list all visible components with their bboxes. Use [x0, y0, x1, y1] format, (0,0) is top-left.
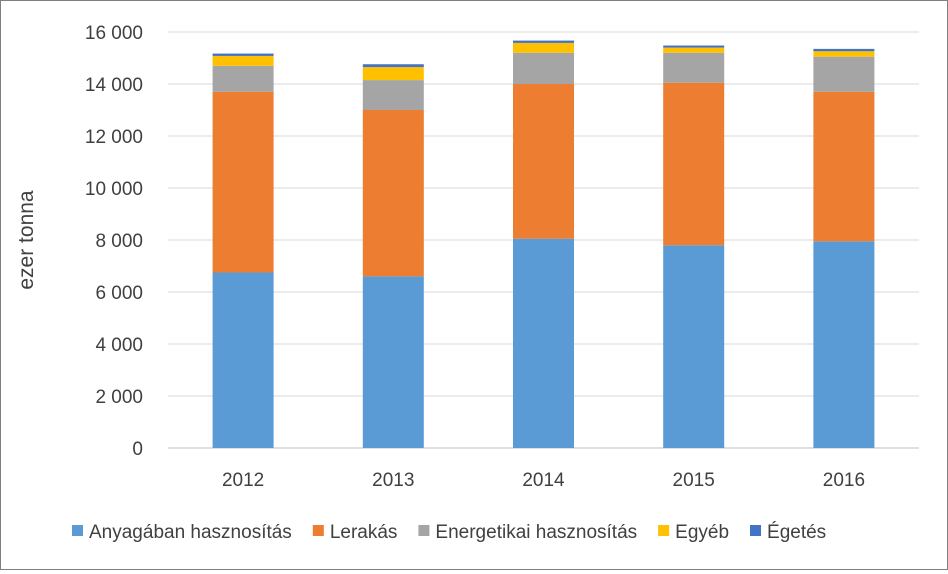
- legend-label: Égetés: [767, 522, 826, 543]
- legend-label: Energetikai hasznosítás: [435, 522, 637, 543]
- bar-segment-2016-series-0: [813, 241, 875, 448]
- legend-swatch: [658, 525, 670, 536]
- y-tick-label: 12 000: [85, 127, 143, 148]
- legend: Anyagában hasznosítás Lerakás Energetikai …: [72, 522, 826, 543]
- bar-segment-2012-series-3: [212, 55, 274, 66]
- legend-swatch: [418, 525, 430, 536]
- bar-segment-2014-series-3: [513, 42, 574, 53]
- x-tick-label: 2015: [673, 470, 715, 491]
- bar-segment-2016-series-3: [813, 51, 875, 57]
- bar-segment-2016-series-4: [813, 48, 875, 52]
- y-axis-label: ezer tonna: [15, 190, 38, 290]
- bar-segment-2016-series-1: [813, 91, 875, 242]
- bar-segment-2015-series-2: [663, 52, 725, 83]
- bar-segment-2014-series-4: [513, 40, 574, 43]
- y-tick-label: 14 000: [85, 75, 143, 96]
- bar-segment-2013-series-2: [362, 80, 424, 110]
- bar-segment-2014-series-0: [513, 238, 574, 448]
- y-tick-label: 2 000: [95, 387, 143, 408]
- x-tick-label: 2016: [823, 470, 865, 491]
- bar-segment-2015-series-0: [663, 245, 725, 448]
- bar-segment-2012-series-4: [212, 53, 274, 56]
- y-tick-label: 10 000: [85, 179, 143, 200]
- bar-segment-2012-series-2: [212, 65, 274, 92]
- y-tick-label: 4 000: [95, 335, 143, 356]
- x-axis-ticks: 2012 2013 2014 2015 2016: [222, 470, 865, 491]
- bar-segment-2015-series-4: [663, 45, 725, 48]
- legend-label: Egyéb: [675, 522, 729, 543]
- bar-segment-2012-series-1: [212, 91, 274, 273]
- bar-segment-2015-series-3: [663, 47, 725, 53]
- bar-segment-2012-series-0: [212, 272, 274, 448]
- bar-segment-2016-series-2: [813, 56, 875, 92]
- bars: [212, 40, 875, 448]
- legend-label: Anyagában hasznosítás: [89, 522, 292, 543]
- legend-swatch: [312, 525, 324, 536]
- y-tick-label: 16 000: [85, 23, 143, 44]
- y-axis-ticks: 0 2 000 4 000 6 000 8 000 10 000 12 000 14 000 1…: [85, 23, 143, 460]
- bar-segment-2014-series-1: [513, 84, 574, 239]
- x-tick-label: 2014: [522, 470, 565, 491]
- bar-segment-2013-series-0: [362, 276, 424, 448]
- legend-swatch: [750, 525, 762, 536]
- legend-swatch: [72, 525, 83, 536]
- bar-segment-2015-series-1: [663, 82, 725, 246]
- y-tick-label: 0: [132, 439, 143, 460]
- bar-segment-2013-series-4: [362, 64, 424, 68]
- y-tick-label: 6 000: [95, 283, 143, 304]
- x-tick-label: 2012: [222, 470, 264, 491]
- x-tick-label: 2013: [372, 470, 414, 491]
- bar-segment-2013-series-1: [362, 110, 424, 277]
- bar-segment-2014-series-2: [513, 52, 574, 84]
- bar-segment-2013-series-3: [362, 67, 424, 81]
- legend-label: Lerakás: [330, 522, 398, 543]
- y-tick-label: 8 000: [95, 231, 143, 252]
